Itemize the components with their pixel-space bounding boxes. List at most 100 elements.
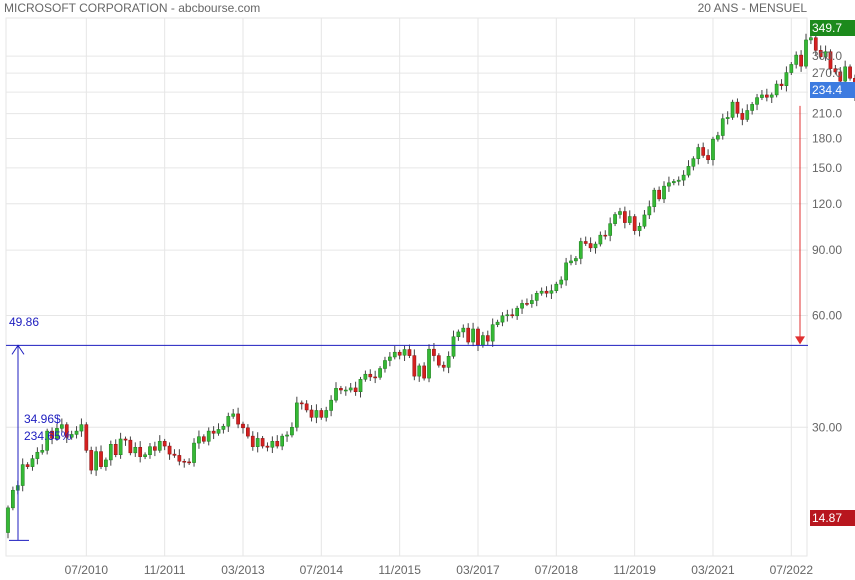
candle-down [764,94,769,98]
x-tick-label: 03/2017 [456,563,500,577]
candle-up [104,459,108,467]
candle-up [324,410,329,418]
candle-down [818,50,823,58]
gain-arrow-head [11,344,25,355]
candle-down [848,66,852,79]
candle-up [642,214,647,227]
candle-up [490,324,495,342]
candle-down [603,234,608,237]
candle-up [446,356,451,368]
candle-up [255,438,260,447]
candle-down [422,365,426,379]
candle-down [99,451,103,467]
candle-up [608,223,613,236]
candle-down [339,388,343,391]
y-tick-label: 90.00 [812,243,842,257]
candle-up [74,430,79,435]
candle-up [118,438,123,455]
candle-up [725,117,730,119]
candle-up [520,303,524,309]
candle-up [108,444,113,461]
candle-down [64,424,69,438]
gain-percent-label: 234.65% [24,429,72,443]
candle-up [755,97,759,105]
candle-up [40,450,45,453]
candle-up [334,388,338,401]
candle-up [784,72,789,86]
candle-up [402,349,407,356]
candle-up [598,234,603,245]
candle-up [750,104,754,111]
drop-arrow-head [795,336,805,345]
candle-up [30,458,35,467]
candle-up [559,279,564,285]
candle-up [206,430,211,442]
candle-up [539,290,544,294]
candle-down [657,189,661,200]
candle-down [50,430,54,439]
candle-up [461,327,466,333]
candle-down [632,216,637,231]
candle-down [813,37,818,51]
candle-up [696,147,701,159]
x-tick-label: 07/2022 [770,563,814,577]
candle-up [329,399,333,411]
candle-up [637,226,642,231]
candle-up [681,174,686,181]
candle-up [676,179,681,182]
candle-down [368,373,373,378]
candle-up [686,166,691,176]
candle-down [432,348,436,356]
candle-down [779,83,784,86]
candle-up [691,158,696,167]
y-tick-label: 30.00 [812,420,842,434]
candle-down [319,410,324,418]
candle-up [231,413,236,417]
candle-up [569,260,573,264]
candle-down [241,423,245,429]
candle-up [613,214,617,224]
candle-up [774,83,779,96]
candle-up [647,206,652,216]
candle-down [833,68,838,73]
candle-up [45,430,50,451]
candle-down [838,71,843,82]
candle-down [525,303,529,305]
candle-down [740,113,745,120]
candle-down [583,241,588,244]
chart-period: 20 ANS - MENSUEL [697,1,807,15]
x-tick-label: 11/2019 [613,563,656,577]
candle-up [343,389,348,392]
candle-up [451,336,456,357]
candle-up [529,300,534,304]
candle-up [11,489,15,509]
candle-up [270,441,275,448]
candle-up [505,314,510,317]
candle-down [828,51,833,69]
candle-up [720,118,725,136]
candle-up [226,416,231,427]
candle-down [735,101,740,114]
candle-down [466,327,471,343]
y-tick-label: 180.0 [812,131,842,145]
candle-up [6,507,10,533]
candle-down [299,402,304,405]
y-tick-label: 210.0 [812,107,842,121]
candle-up [564,262,568,281]
candle-up [216,429,221,434]
x-tick-label: 11/2011 [144,563,186,577]
candle-up [427,348,431,379]
candle-down [246,427,250,437]
candle-up [823,51,828,58]
candle-up [534,293,539,301]
y-tick-label: 150.0 [812,161,842,175]
candle-up [667,182,671,187]
candle-down [128,439,133,454]
candle-up [652,189,657,207]
candle-down [113,444,118,455]
candle-up [730,101,735,118]
candle-up [554,283,559,291]
candle-down [701,147,706,156]
y-tick-label: 270.0 [812,66,842,80]
candle-down [353,387,358,392]
